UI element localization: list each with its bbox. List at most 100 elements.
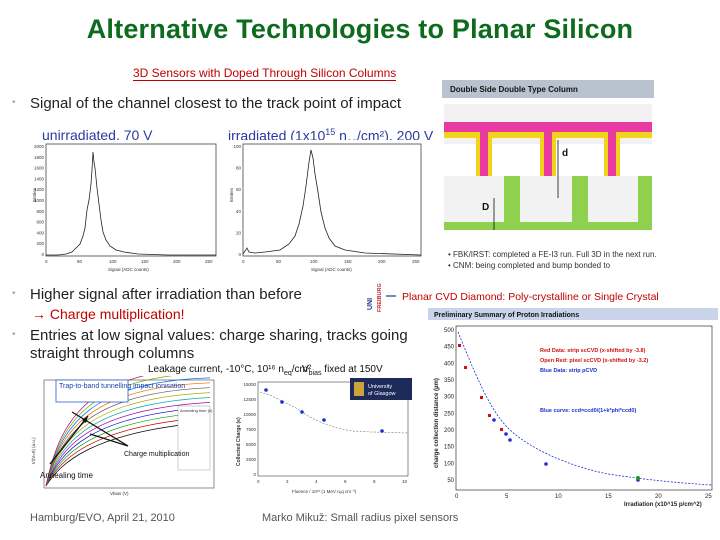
histogram-unirradiated-ytick: 1000 bbox=[34, 198, 45, 203]
annotation-annealing-time: Annealing time bbox=[40, 471, 93, 480]
plot-leakage-curve bbox=[45, 421, 211, 487]
bullet-marker: • bbox=[12, 97, 16, 108]
annotation-trap-box bbox=[55, 379, 129, 403]
plot-diamond-xtick: 15 bbox=[605, 494, 612, 500]
plot-leakage-curve bbox=[45, 387, 211, 487]
plot-diamond-legend-blue: Blue Data: strip pCVD bbox=[540, 368, 597, 374]
diagram-top-doped-layer bbox=[444, 122, 652, 132]
label-vbias: Vbias fixed at 150V bbox=[302, 364, 383, 377]
histogram-irradiated-ylabel: Entries bbox=[229, 187, 234, 202]
svg-text:of Glasgow: of Glasgow bbox=[368, 391, 396, 397]
histogram-unirradiated-ytick: 1600 bbox=[34, 166, 45, 171]
plot-diamond-blue-points bbox=[492, 418, 640, 482]
histogram-unirradiated-xtick: 200 bbox=[173, 259, 181, 264]
plot-charge-ylabel: Collected Charge (e) bbox=[236, 417, 242, 466]
uni-freiburg-logo: UNI FREIBURG bbox=[360, 276, 396, 314]
arrow-charge-mult-2 bbox=[89, 433, 129, 447]
label-planar-cvd-diamond: Planar CVD Diamond: Poly-crystalline or … bbox=[402, 291, 659, 303]
plot-charge-xtick: 6 bbox=[344, 479, 347, 484]
plot-diamond-ytick: 150 bbox=[444, 445, 455, 451]
plot-diamond-ytick: 200 bbox=[444, 428, 455, 434]
plot-leakage-curve bbox=[45, 411, 211, 487]
histogram-irradiated-xtick: 200 bbox=[378, 259, 386, 264]
plot-charge-xtick: 10 bbox=[402, 479, 408, 484]
diagram-header: Double Side Double Type Column bbox=[450, 85, 578, 94]
diagram-3d-notes: • FBK/IRST: completed a FE-I3 run. Full … bbox=[448, 249, 668, 271]
plot-diamond-legend-red: Red Data: strip scCVD (x-shifted by -3.8… bbox=[540, 348, 646, 354]
histogram-unirradiated-ytick: 0 bbox=[41, 252, 44, 257]
plot-diamond-header-bar bbox=[428, 308, 718, 320]
diagram-bottom-columns bbox=[504, 176, 652, 222]
plot-charge-ytick: 15000 bbox=[243, 382, 256, 387]
histogram-unirradiated-xlabel: Signal (ADC counts) bbox=[108, 267, 149, 272]
histogram-unirradiated-xtick: 150 bbox=[141, 259, 149, 264]
plot-diamond-ytick: 450 bbox=[444, 345, 455, 351]
slide-title: Alternative Technologies to Planar Silic… bbox=[86, 14, 634, 44]
bullet-higher-signal: Higher signal after irradiation than bef… bbox=[30, 286, 302, 303]
bullet-low-signal-entries: Entries at low signal values: charge sha… bbox=[30, 327, 408, 362]
diagram-bottom-layer bbox=[444, 222, 652, 230]
plot-leakage-curve bbox=[45, 392, 211, 487]
diagram-bottom-substrate bbox=[444, 176, 652, 230]
histogram-irradiated-ytick: 40 bbox=[236, 209, 242, 214]
plot-diamond-proton-irradiation: Preliminary Summary of Proton Irradiatio… bbox=[428, 308, 718, 508]
plot-diamond-legend-curve: Blue curve: ccd=ccd0/(1+k*phi*ccd0) bbox=[540, 408, 636, 414]
histogram-unirradiated-ytick: 400 bbox=[36, 230, 44, 235]
diagram-3d-double-side-column: Double Side Double Type Column d D bbox=[442, 80, 654, 245]
histogram-frame bbox=[45, 143, 217, 257]
histogram-irradiated-xlabel: Signal (ADC counts) bbox=[311, 267, 352, 272]
plot-charge-points bbox=[264, 388, 384, 433]
histogram-irradiated-ytick: 80 bbox=[236, 166, 242, 171]
plot-leakage-legend-title: Annealing time (h) bbox=[180, 408, 213, 413]
plot-leakage-curve bbox=[45, 376, 174, 487]
diagram-d-label: d bbox=[562, 148, 568, 159]
plot-leakage-legend-box bbox=[177, 405, 211, 471]
diagram-D-label: D bbox=[482, 202, 489, 213]
plot-diamond-ytick: 400 bbox=[444, 361, 455, 367]
histogram-unirradiated-xtick: 250 bbox=[205, 259, 213, 264]
histogram-unirradiated-ytick: 800 bbox=[36, 209, 44, 214]
histogram-unirradiated-ytick: 1200 bbox=[34, 187, 45, 192]
histogram-unirradiated-xtick: 50 bbox=[77, 259, 83, 264]
histogram-irradiated-curve bbox=[242, 149, 422, 256]
plot-diamond-ytick: 350 bbox=[444, 378, 455, 384]
histogram-irradiated-ytick: 0 bbox=[238, 252, 241, 257]
plot-charge-xtick: 0 bbox=[257, 479, 260, 484]
plot-charge-ytick: 5000 bbox=[246, 442, 257, 447]
bullet-charge-multiplication: → Charge multiplication! bbox=[32, 306, 185, 322]
plot-charge-ytick: 2500 bbox=[246, 457, 257, 462]
plot-diamond-ytick: 100 bbox=[444, 461, 455, 467]
plot-diamond-xtick: 0 bbox=[455, 494, 459, 500]
plot-diamond-ytick: 500 bbox=[444, 328, 455, 334]
diagram-column-cores bbox=[480, 132, 616, 194]
histogram-unirradiated-xtick: 100 bbox=[109, 259, 117, 264]
label-leakage-current: Leakage current, -10°C, 10¹⁶ neq/cm² bbox=[148, 364, 312, 377]
plot-leakage-ylabel: I/I(V=0) (a.u.) bbox=[31, 437, 36, 464]
diagram-3d-note-cnm: • CNM: being completed and bump bonded t… bbox=[448, 261, 611, 270]
plot-leakage-curve bbox=[45, 402, 211, 487]
plot-diamond-green-point bbox=[636, 476, 640, 480]
plot-leakage-curve bbox=[45, 397, 211, 487]
bullet-marker: • bbox=[12, 288, 16, 299]
plot-diamond-ytick: 250 bbox=[444, 411, 455, 417]
university-of-glasgow-logo: University of Glasgow bbox=[350, 378, 412, 400]
annotation-charge-mult: Charge multiplication bbox=[124, 451, 189, 458]
annotation-trap-text: Trap-to-band tunnelling impact ionisatio… bbox=[59, 383, 185, 390]
plot-leakage-current: I/I(V=0) (a.u.) Vbias (V) Annealing time… bbox=[30, 376, 220, 496]
svg-text:FREIBURG: FREIBURG bbox=[377, 283, 383, 312]
plot-diamond-xtick: 5 bbox=[505, 494, 509, 500]
plot-charge-ytick: 0 bbox=[253, 472, 256, 477]
plot-charge-xlabel: Fluence / 10¹⁵ (1 MeV nₑq cm⁻²) bbox=[292, 489, 357, 494]
histogram-irradiated-ytick: 20 bbox=[236, 230, 242, 235]
histogram-irradiated-xtick: 250 bbox=[412, 259, 420, 264]
plot-charge-fit bbox=[259, 391, 409, 434]
plot-diamond-fit-curve bbox=[457, 331, 713, 486]
histogram-irradiated-xtick: 100 bbox=[310, 259, 318, 264]
histogram-unirradiated-ytick: 600 bbox=[36, 220, 44, 225]
plot-diamond-ytick: 50 bbox=[447, 478, 454, 484]
plot-diamond-xtick: 20 bbox=[655, 494, 662, 500]
slide-subtitle-link[interactable]: 3D Sensors with Doped Through Silicon Co… bbox=[133, 66, 397, 81]
plot-leakage-curve bbox=[45, 416, 211, 487]
plot-diamond-ylabel: charge collection distance (µm) bbox=[434, 378, 440, 468]
